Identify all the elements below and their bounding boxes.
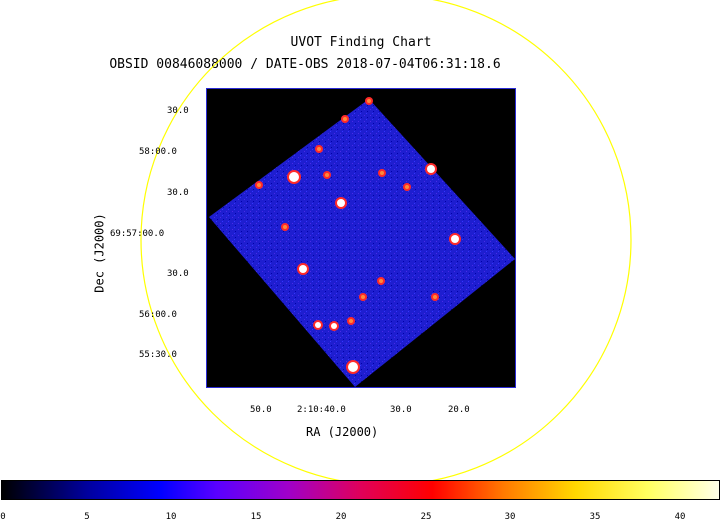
- x-tick: 20.0: [448, 405, 470, 415]
- source: [361, 295, 365, 299]
- source: [427, 165, 435, 173]
- colorbar-tick: 25: [420, 512, 432, 522]
- source: [433, 295, 437, 299]
- y-tick: 69:57:00.0: [110, 229, 165, 239]
- source: [379, 279, 383, 283]
- colorbar-tick: 30: [504, 512, 516, 522]
- colorbar-tick: 20: [335, 512, 347, 522]
- source: [283, 225, 287, 229]
- y-tick: 30.0: [167, 188, 189, 198]
- colorbar-tick: 40: [674, 512, 686, 522]
- y-tick: 30.0: [167, 269, 189, 279]
- x-tick: 30.0: [390, 405, 412, 415]
- y-tick: 56:00.0: [139, 310, 177, 320]
- source: [349, 319, 353, 323]
- source: [257, 183, 261, 187]
- source: [317, 147, 321, 151]
- source: [315, 322, 321, 328]
- y-tick: 30.0: [167, 106, 189, 116]
- y-tick: 55:30.0: [139, 350, 177, 360]
- chart-title: UVOT Finding Chart: [290, 35, 432, 50]
- source: [299, 265, 307, 273]
- x-tick: 50.0: [250, 405, 272, 415]
- colorbar-tick: 0: [0, 512, 6, 522]
- chart-subtitle: OBSID 00846088000 / DATE-OBS 2018-07-04T…: [109, 57, 501, 72]
- x-axis-label: RA (J2000): [306, 425, 379, 439]
- colorbar-tick: 35: [589, 512, 601, 522]
- sky-image: [209, 97, 515, 387]
- source: [367, 99, 371, 103]
- colorbar: [1, 480, 720, 500]
- source: [451, 235, 459, 243]
- source: [325, 173, 329, 177]
- x-tick: 2:10:40.0: [297, 405, 346, 415]
- source: [348, 362, 358, 372]
- y-axis-label: Dec (J2000): [92, 213, 107, 293]
- source: [405, 185, 409, 189]
- source: [380, 171, 384, 175]
- y-tick: 58:00.0: [139, 147, 177, 157]
- source: [289, 172, 299, 182]
- colorbar-tick: 5: [84, 512, 90, 522]
- image-frame: [206, 88, 516, 388]
- source: [331, 323, 337, 329]
- source: [343, 117, 347, 121]
- colorbar-tick: 15: [250, 512, 262, 522]
- colorbar-tick: 10: [165, 512, 177, 522]
- source: [337, 199, 345, 207]
